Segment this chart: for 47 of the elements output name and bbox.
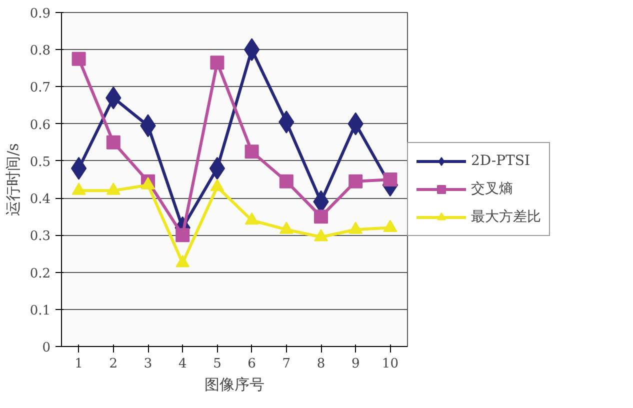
x-tick-label: 2 <box>109 356 118 372</box>
y-tick-label: 0.5 <box>30 154 51 170</box>
point <box>244 144 259 159</box>
point <box>314 210 328 224</box>
point <box>383 220 398 232</box>
x-tick-label: 8 <box>316 356 326 372</box>
point <box>72 182 86 195</box>
y-tick-label: 0.3 <box>30 229 51 244</box>
legend-label: 2D-PTSI <box>471 153 530 169</box>
x-tick-label: 5 <box>213 356 222 372</box>
point <box>210 56 224 70</box>
point <box>106 182 120 195</box>
x-tick-label: 6 <box>248 356 256 372</box>
point <box>176 228 190 242</box>
point <box>244 212 259 225</box>
y-tick-label: 0.9 <box>30 6 51 22</box>
point <box>72 52 86 66</box>
x-tick-label: 1 <box>74 356 83 372</box>
point <box>348 222 363 234</box>
point <box>209 156 226 180</box>
x-axis-title: 图像序号 <box>204 376 264 394</box>
point <box>210 178 224 192</box>
point <box>383 172 398 186</box>
point <box>141 177 155 190</box>
y-axis-title: 运行时间/s <box>4 143 22 216</box>
point <box>244 38 260 62</box>
point <box>279 174 294 188</box>
y-tick-label: 0.1 <box>30 303 51 318</box>
point <box>176 254 190 268</box>
y-tick-label: 0.4 <box>30 192 51 208</box>
x-tick-label: 10 <box>382 356 398 372</box>
y-tick-label: 0 <box>42 340 51 356</box>
point <box>70 156 87 180</box>
point <box>348 174 363 188</box>
legend-label: 交叉熵 <box>471 180 513 198</box>
y-tick-label: 0.6 <box>30 118 51 133</box>
y-tick-label: 0.8 <box>30 44 51 59</box>
x-tick-label: 3 <box>144 356 152 372</box>
y-tick-label: 0.2 <box>30 266 51 282</box>
x-tick-label: 9 <box>351 356 360 372</box>
y-tick-label: 0.7 <box>30 80 51 96</box>
x-tick-label: 4 <box>178 356 187 372</box>
point <box>279 222 294 234</box>
point <box>314 229 328 242</box>
point <box>106 135 120 150</box>
x-tick-label: 7 <box>282 356 291 372</box>
legend-label: 最大方差比 <box>471 208 541 226</box>
